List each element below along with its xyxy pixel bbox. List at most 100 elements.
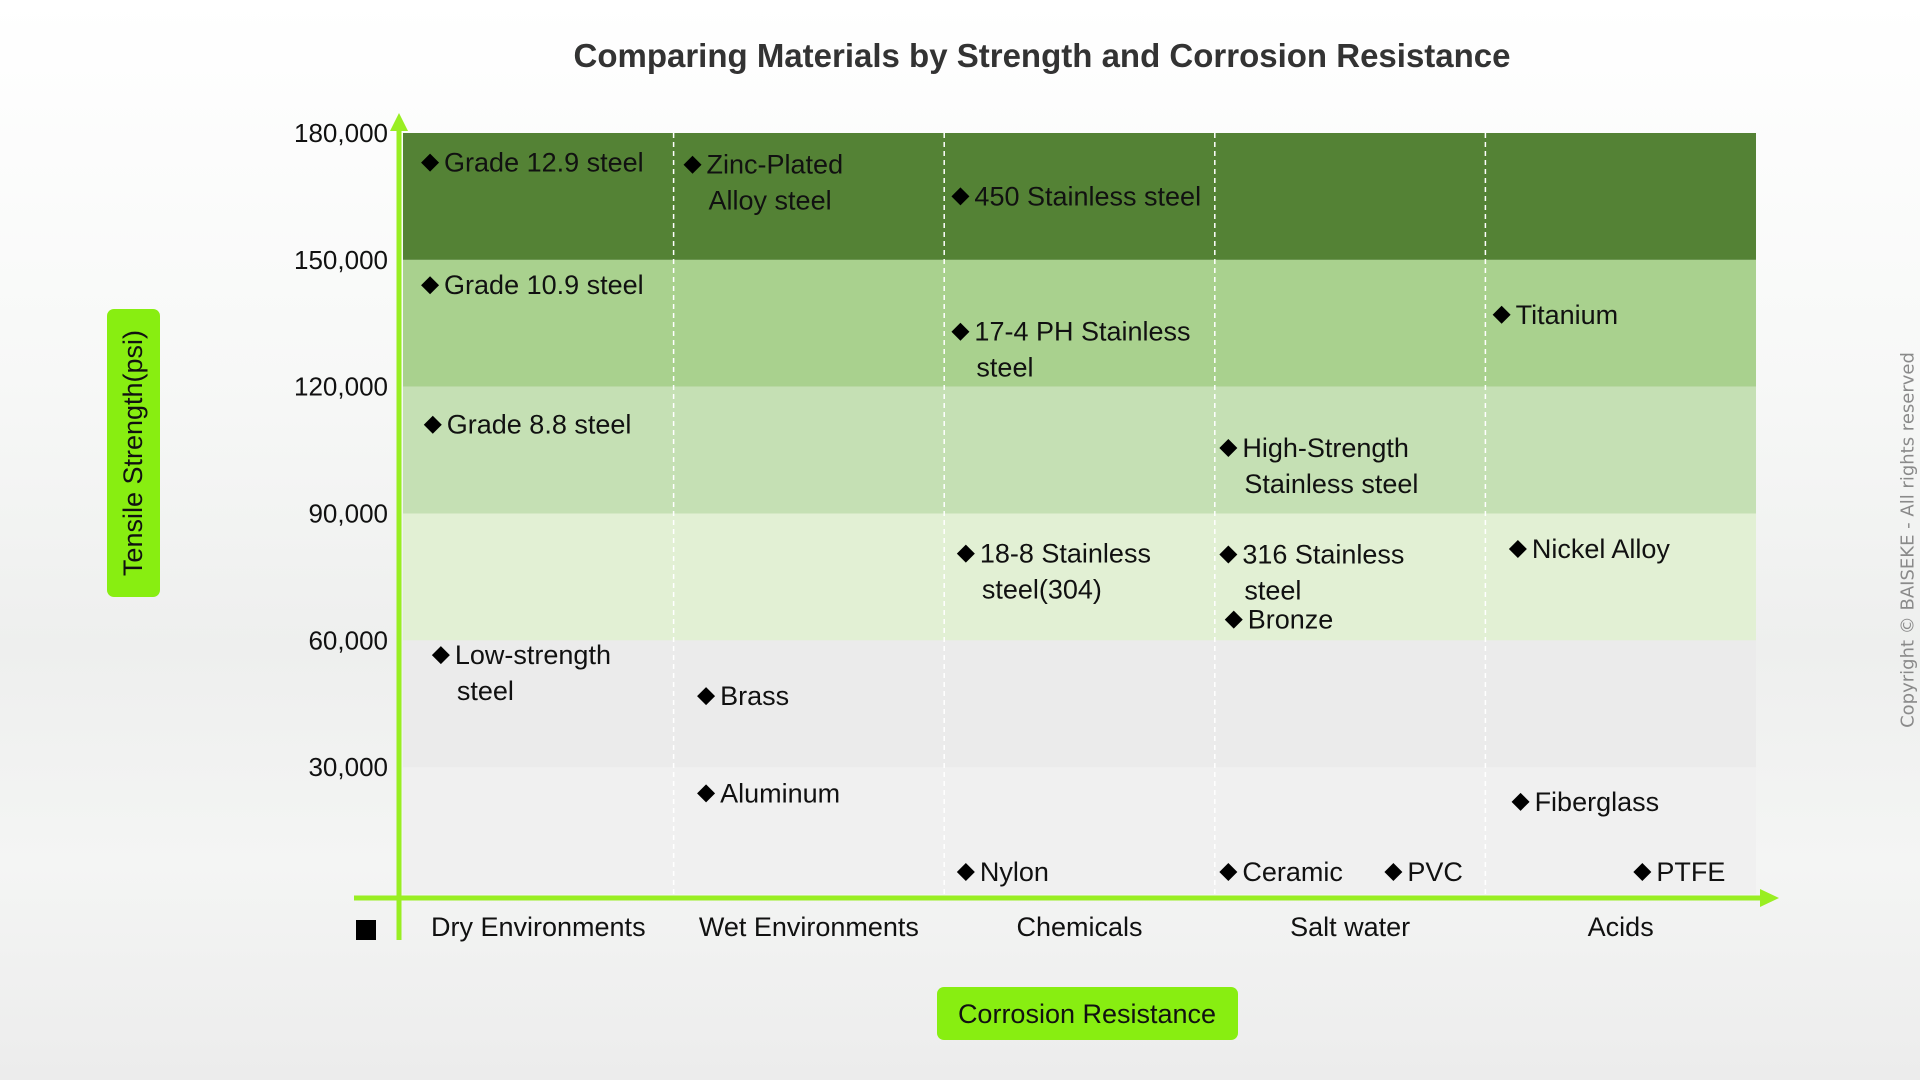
x-axis-badge: Corrosion Resistance xyxy=(937,987,1238,1040)
data-point-label: Low-strength xyxy=(455,640,611,670)
data-point: Fiberglass xyxy=(1511,787,1660,817)
data-point-label: Zinc-Plated xyxy=(707,150,844,180)
diamond-marker-icon xyxy=(1492,305,1511,324)
data-point: Ceramic xyxy=(1219,857,1343,887)
copyright-notice: Copyright © BAISEKE - All rights reserve… xyxy=(1897,352,1919,728)
data-point: Brass xyxy=(697,681,789,711)
band-3 xyxy=(403,386,1756,514)
data-point: 17-4 PH Stainless steel xyxy=(951,317,1191,383)
data-point: 450 Stainless steel xyxy=(951,181,1201,211)
diamond-marker-icon xyxy=(421,276,440,295)
x-axis-arrow xyxy=(1760,889,1779,907)
diamond-marker-icon xyxy=(1219,438,1238,457)
diamond-marker-icon xyxy=(683,155,702,174)
data-point-label: Alloy steel xyxy=(709,186,832,216)
data-point: Aluminum xyxy=(697,778,840,808)
x-category-label: Dry Environments xyxy=(431,912,646,942)
data-point-label: Grade 10.9 steel xyxy=(444,270,644,300)
diamond-marker-icon xyxy=(1224,610,1243,629)
diamond-marker-icon xyxy=(1508,540,1527,559)
y-tick-labels: 30,000 60,000 90,000 120,000 150,000 180,000 xyxy=(294,118,388,782)
data-point: 316 Stainless steel xyxy=(1219,540,1404,606)
y-tick-label: 150,000 xyxy=(294,245,388,275)
data-point: Grade 10.9 steel xyxy=(421,270,644,300)
x-category-label: Salt water xyxy=(1290,912,1410,942)
x-category-labels: Dry Environments Wet Environments Chemical… xyxy=(431,912,1654,942)
diamond-marker-icon xyxy=(697,687,716,706)
data-point-label: Nickel Alloy xyxy=(1532,534,1671,564)
data-point-label: Fiberglass xyxy=(1535,787,1660,817)
x-category-label: Wet Environments xyxy=(699,912,919,942)
x-category-label: Acids xyxy=(1588,912,1654,942)
data-point-label: Bronze xyxy=(1248,605,1334,635)
data-point: Nylon xyxy=(956,857,1049,887)
diamond-marker-icon xyxy=(1219,545,1238,564)
data-point: Bronze xyxy=(1224,605,1334,635)
data-point: PTFE xyxy=(1633,857,1725,887)
diamond-marker-icon xyxy=(697,784,716,803)
data-point-label: High-Strength xyxy=(1242,433,1409,463)
data-point-label: 450 Stainless steel xyxy=(974,181,1201,211)
data-point: Grade 8.8 steel xyxy=(423,410,632,440)
data-point: Grade 12.9 steel xyxy=(421,148,644,178)
x-category-label: Chemicals xyxy=(1016,912,1142,942)
band-0 xyxy=(403,767,1756,894)
y-axis-label: Tensile Strength(psi) xyxy=(118,330,148,576)
data-point-label: steel xyxy=(976,353,1033,383)
y-tick-label: 180,000 xyxy=(294,118,388,148)
data-point: High-Strength Stainless steel xyxy=(1219,433,1418,499)
data-point-label: PTFE xyxy=(1656,857,1725,887)
y-axis-badge-bg xyxy=(107,309,160,597)
data-point-label: Ceramic xyxy=(1242,857,1343,887)
band-1 xyxy=(403,640,1756,768)
diamond-marker-icon xyxy=(431,646,450,665)
data-point-label: PVC xyxy=(1407,857,1463,887)
data-point-label: steel(304) xyxy=(982,575,1102,605)
diamond-marker-icon xyxy=(1633,863,1652,882)
y-axis-badge: Tensile Strength(psi) xyxy=(107,309,160,597)
category-dividers xyxy=(672,133,1487,894)
diamond-marker-icon xyxy=(423,415,442,434)
x-axis-badge-bg xyxy=(937,987,1238,1040)
data-point-label: 316 Stainless xyxy=(1242,540,1404,570)
data-point: Low-strength steel xyxy=(431,640,611,706)
diamond-marker-icon xyxy=(1219,863,1238,882)
diamond-marker-icon xyxy=(956,863,975,882)
data-point-label: Nylon xyxy=(980,857,1049,887)
data-point-label: 17-4 PH Stainless xyxy=(974,317,1190,347)
diamond-marker-icon xyxy=(956,544,975,563)
data-point-label: Titanium xyxy=(1516,300,1619,330)
data-points: Grade 12.9 steel Grade 10.9 steel Grade 8.… xyxy=(421,148,1725,887)
data-point: Titanium xyxy=(1492,300,1619,330)
data-point-label: Aluminum xyxy=(720,778,840,808)
band-5 xyxy=(403,133,1756,260)
diamond-marker-icon xyxy=(1384,863,1403,882)
diamond-marker-icon xyxy=(951,187,970,206)
data-point-label: Grade 8.8 steel xyxy=(447,410,632,440)
strength-bands xyxy=(403,133,1756,894)
data-point: PVC xyxy=(1384,857,1463,887)
data-point-label: Grade 12.9 steel xyxy=(444,148,644,178)
diamond-marker-icon xyxy=(1511,792,1530,811)
y-axis-arrow xyxy=(390,113,408,131)
origin-square xyxy=(356,920,376,940)
data-point-label: Stainless steel xyxy=(1244,469,1418,499)
y-tick-label: 60,000 xyxy=(308,625,388,655)
data-point-label: 18-8 Stainless xyxy=(980,539,1151,569)
band-2 xyxy=(403,513,1756,641)
y-tick-label: 30,000 xyxy=(308,752,388,782)
data-point-label: Brass xyxy=(720,681,789,711)
diamond-marker-icon xyxy=(951,322,970,341)
data-point-label: steel xyxy=(1244,576,1301,606)
data-point: Zinc-Plated Alloy steel xyxy=(683,150,844,216)
x-axis-label: Corrosion Resistance xyxy=(958,999,1216,1029)
diamond-marker-icon xyxy=(421,153,440,172)
data-point: Nickel Alloy xyxy=(1508,534,1671,564)
chart-title: Comparing Materials by Strength and Corr… xyxy=(573,37,1510,74)
y-tick-label: 120,000 xyxy=(294,372,388,402)
data-point: 18-8 Stainless steel(304) xyxy=(956,539,1151,605)
y-tick-label: 90,000 xyxy=(308,499,388,529)
band-4 xyxy=(403,259,1756,387)
data-point-label: steel xyxy=(457,676,514,706)
